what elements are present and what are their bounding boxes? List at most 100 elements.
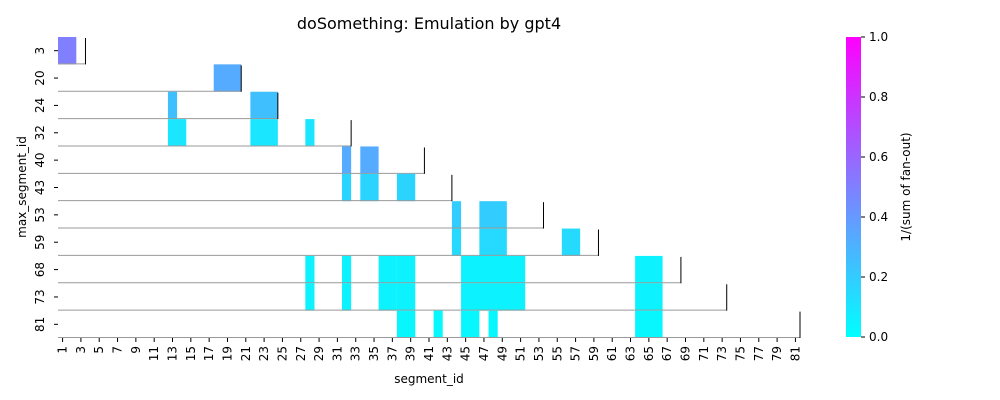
x-axis-label: segment_id — [394, 372, 464, 386]
heatmap-cell — [451, 228, 462, 256]
heatmap-cell — [360, 173, 379, 202]
heatmap-cell — [305, 255, 315, 284]
x-tick-label: 65 — [642, 346, 656, 361]
y-tick-label: 43 — [33, 180, 47, 195]
x-tick-label: 3 — [74, 346, 88, 354]
x-tick-label: 13 — [166, 346, 180, 361]
y-tick-label: 53 — [33, 207, 47, 222]
heatmap-cell — [305, 283, 315, 311]
colorbar-label: 1/(sum of fan-out) — [899, 132, 913, 241]
heatmap-cell — [58, 37, 77, 65]
y-tick-label: 32 — [33, 125, 47, 140]
heatmap-cell — [635, 310, 663, 338]
heatmap-cell — [635, 255, 663, 284]
y-tick-label: 24 — [33, 98, 47, 113]
x-tick-label: 43 — [440, 346, 454, 361]
x-tick-label: 17 — [202, 346, 216, 361]
x-tick-label: 69 — [678, 346, 692, 361]
x-tick-label: 55 — [550, 346, 564, 361]
x-tick-label: 35 — [367, 346, 381, 361]
heatmap-cell — [167, 119, 187, 147]
y-tick-label: 40 — [33, 152, 47, 167]
x-tick-label: 77 — [752, 346, 766, 361]
y-tick-label: 68 — [33, 262, 47, 277]
heatmap-cell — [378, 283, 397, 311]
heatmap-cell — [479, 201, 507, 229]
colorbar-tick-label: 0.8 — [869, 90, 888, 104]
chart-title: doSomething: Emulation by gpt4 — [297, 14, 561, 33]
x-tick-label: 67 — [660, 346, 674, 361]
x-tick-label: 61 — [605, 346, 619, 361]
heatmap-cell — [378, 255, 397, 284]
heatmap-cell — [396, 310, 416, 338]
x-tick-label: 71 — [697, 346, 711, 361]
heatmap-cell — [479, 228, 507, 256]
heatmap-cell — [461, 310, 480, 338]
y-tick-label: 59 — [33, 235, 47, 250]
heatmap-cell — [461, 283, 526, 311]
x-tick-label: 7 — [111, 346, 125, 354]
colorbar — [846, 37, 861, 337]
heatmap-cell — [396, 283, 416, 311]
y-tick-labels: 3 20 24 32 40 43 53 59 68 73 81 — [33, 47, 58, 332]
y-tick-label: 73 — [33, 289, 47, 304]
heatmap-cell — [488, 310, 498, 338]
x-tick-label: 79 — [770, 346, 784, 361]
heatmap-cell — [461, 255, 526, 284]
heatmap-cell — [360, 146, 379, 174]
heatmap-cell — [561, 228, 581, 256]
x-tick-label: 25 — [275, 346, 289, 361]
heatmap-cell — [305, 119, 315, 147]
y-tick-label: 3 — [33, 47, 47, 55]
x-tick-label: 39 — [404, 346, 418, 361]
x-tick-label: 5 — [92, 346, 106, 354]
x-tick-label: 27 — [294, 346, 308, 361]
x-tick-label: 31 — [330, 346, 344, 361]
x-tick-label: 21 — [239, 346, 253, 361]
heatmap-cell — [213, 64, 242, 92]
y-tick-label: 20 — [33, 70, 47, 85]
x-tick-label: 33 — [349, 346, 363, 361]
colorbar-tick-label: 0.0 — [869, 330, 888, 344]
colorbar-tick-label: 0.4 — [869, 210, 888, 224]
x-tick-label: 81 — [788, 346, 802, 361]
x-tick-label: 51 — [514, 346, 528, 361]
heatmap-cell — [341, 173, 352, 202]
x-tick-label: 47 — [477, 346, 491, 361]
heatmap-cell — [451, 201, 462, 229]
x-tick-label: 75 — [733, 346, 747, 361]
x-tick-label: 11 — [147, 346, 161, 361]
x-tick-label: 19 — [220, 346, 234, 361]
heatmap-cell — [250, 119, 278, 147]
x-tick-label: 59 — [587, 346, 601, 361]
heatmap-cell — [396, 173, 416, 202]
heatmap-cell — [635, 283, 663, 311]
x-tick-label: 23 — [257, 346, 271, 361]
x-tick-label: 41 — [422, 346, 436, 361]
colorbar-tick-label: 1.0 — [869, 30, 888, 44]
x-tick-label: 15 — [184, 346, 198, 361]
x-tick-labels: 1 3 5 7 9 11 13 15 17 19 21 23 25 27 29 31 33 35 37 39 41 43 4… — [56, 338, 802, 361]
colorbar-tick-label: 0.2 — [869, 270, 888, 284]
x-tick-label: 57 — [569, 346, 583, 361]
x-tick-label: 1 — [56, 346, 70, 354]
y-tick-label: 81 — [33, 317, 47, 332]
x-tick-label: 37 — [385, 346, 399, 361]
x-tick-label: 53 — [532, 346, 546, 361]
x-tick-label: 73 — [715, 346, 729, 361]
colorbar-tick-label: 0.6 — [869, 150, 888, 164]
plot-area — [58, 37, 801, 338]
heatmap-cell — [396, 255, 416, 284]
x-tick-label: 63 — [624, 346, 638, 361]
x-tick-label: 29 — [312, 346, 326, 361]
heatmap-cell — [433, 310, 443, 338]
heatmap-cell — [341, 283, 352, 311]
y-axis-label: max_segment_id — [15, 136, 29, 238]
heatmap-cell — [341, 255, 352, 284]
heatmap-cell — [341, 146, 352, 174]
x-tick-label: 45 — [459, 346, 473, 361]
colorbar-ticks: 0.0 0.2 0.4 0.6 0.8 1.0 — [861, 30, 888, 344]
heatmap-cell — [167, 91, 178, 120]
heatmap-cell — [250, 91, 278, 120]
